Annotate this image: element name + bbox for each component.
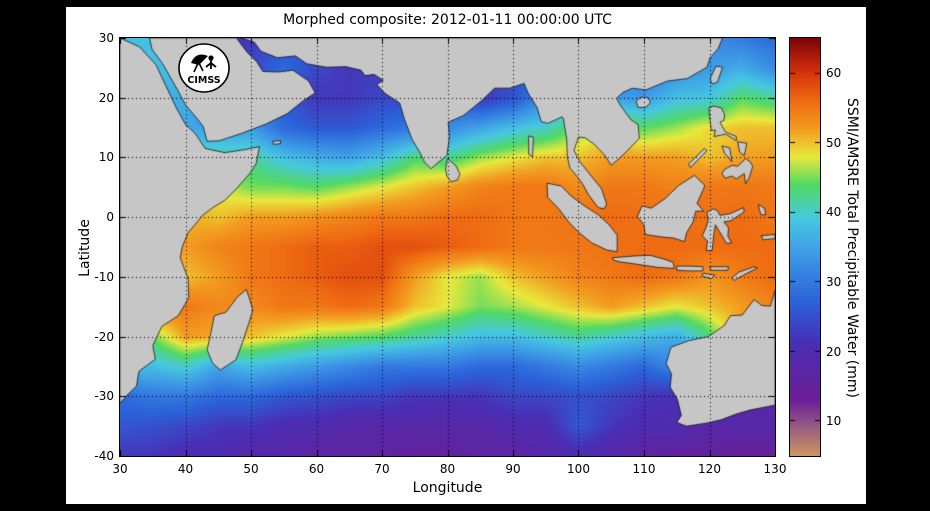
y-tick-label: -20: [94, 329, 114, 344]
x-tick-label: 40: [177, 462, 194, 476]
x-tick-label: 60: [308, 462, 325, 476]
x-axis-label: Longitude: [412, 480, 483, 496]
colorbar-label: SSMI/AMSRE Total Precipitable Water (mm): [844, 98, 860, 398]
colorbar-tick-label: 40: [826, 205, 842, 220]
colorbar: [789, 37, 821, 457]
colorbar-canvas: [790, 38, 820, 456]
y-tick-label: -30: [94, 389, 114, 404]
x-tick-label: 120: [698, 462, 721, 476]
plot-title: Morphed composite: 2012-01-11 00:00:00 U…: [283, 12, 612, 28]
x-tick-label: 100: [567, 462, 590, 476]
x-tick-label: 110: [632, 462, 656, 476]
colorbar-tick-label: 10: [826, 414, 842, 429]
satellite-dish-icon: [191, 54, 217, 73]
colorbar-tick-label: 60: [826, 65, 842, 80]
y-tick-label: 0: [106, 210, 114, 225]
y-tick-label: 20: [98, 90, 114, 105]
cimss-logo-graphic: CIMSS: [178, 43, 230, 93]
figure: Morphed composite: 2012-01-11 00:00:00 U…: [66, 7, 866, 504]
colorbar-tick-label: 50: [826, 135, 842, 150]
colorbar-tick-label: 20: [826, 344, 842, 359]
x-tick-label: 50: [243, 462, 259, 476]
x-tick-label: 70: [374, 462, 390, 476]
y-tick-label: -10: [94, 269, 114, 284]
cimss-logo: CIMSS: [178, 43, 230, 93]
y-tick-label: -40: [94, 449, 114, 463]
plot-box: [119, 37, 776, 457]
logo-text: CIMSS: [187, 75, 220, 86]
x-tick-label: 90: [505, 462, 521, 476]
colorbar-tick-label: 30: [826, 274, 842, 289]
x-tick-label: 80: [439, 462, 456, 476]
y-tick-label: 30: [98, 31, 114, 45]
map-canvas: [120, 38, 775, 456]
x-tick-label: 30: [112, 462, 128, 476]
y-tick-label: 10: [98, 150, 114, 165]
x-tick-label: 130: [763, 462, 787, 476]
y-axis-label: Latitude: [77, 219, 93, 277]
